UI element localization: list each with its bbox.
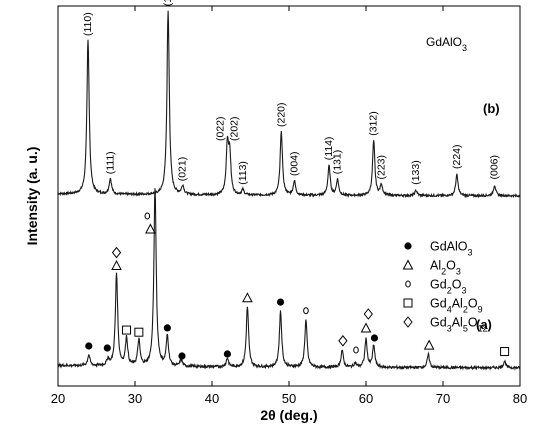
- peak-label-b: (202): [229, 116, 241, 141]
- marker-filled-circle: [85, 342, 93, 350]
- x-axis-title: 2θ (deg.): [260, 407, 317, 423]
- x-tick-label: 30: [128, 391, 142, 406]
- x-tick-label: 80: [513, 391, 527, 406]
- marker-triangle: [423, 339, 435, 350]
- peak-label-b: (224): [451, 144, 463, 169]
- legend-label: Gd3Al5O12: [430, 316, 488, 334]
- peak-label-b: (021): [177, 157, 189, 182]
- marker-filled-circle: [223, 350, 231, 358]
- legend-marker-square: [403, 298, 413, 308]
- legend-marker-open-circle: [405, 280, 411, 288]
- marker-filled-circle: [370, 334, 379, 342]
- peak-label-b: (022): [214, 116, 226, 141]
- marker-filled-circle: [276, 298, 285, 306]
- marker-diamond: [363, 308, 373, 320]
- peak-label-b: (114): [323, 137, 335, 161]
- x-tick-label: 40: [205, 391, 219, 406]
- marker-filled-circle: [178, 352, 186, 360]
- marker-diamond: [338, 334, 348, 347]
- marker-square: [122, 325, 132, 335]
- panel-label-b: (b): [483, 101, 500, 116]
- marker-triangle: [145, 223, 156, 234]
- legend-label: GdAlO3: [430, 240, 473, 258]
- legend-label: Gd4Al2O9: [430, 297, 483, 315]
- x-axis-tick-labels: 20 30 40 50 60 70 80: [51, 391, 527, 406]
- peak-label-b: (111): [104, 151, 116, 174]
- x-tick-label: 60: [359, 391, 373, 406]
- phase-markers: [85, 212, 510, 360]
- x-tick-label: 50: [282, 391, 296, 406]
- legend-marker-filled-circle: [404, 242, 412, 250]
- marker-open-circle: [353, 346, 359, 354]
- peak-label-b: (110): [82, 12, 94, 36]
- marker-triangle: [242, 292, 253, 303]
- marker-open-circle: [144, 212, 151, 220]
- trace-b-gdalo3: [57, 10, 521, 199]
- trace-a-mixed: [57, 188, 521, 371]
- x-axis-ticks: [57, 6, 521, 386]
- peak-label-b: (131): [332, 150, 344, 175]
- peak-label-b: (220): [275, 102, 287, 127]
- marker-open-circle: [303, 307, 309, 315]
- peak-label-b: (006): [489, 155, 501, 180]
- marker-square: [134, 327, 144, 337]
- peak-label-b: (113): [237, 161, 249, 185]
- legend-marker-diamond: [403, 316, 413, 328]
- peak-label-b: (133): [410, 160, 422, 185]
- peak-label-b: (223): [375, 155, 387, 180]
- legend-label: Al2O3: [430, 259, 461, 277]
- panel-label-a: (a): [476, 317, 492, 332]
- legend-label: Gd2O3: [430, 278, 466, 296]
- marker-triangle: [360, 322, 372, 333]
- peak-label-b: (112): [162, 0, 174, 6]
- peak-label-b: (004): [288, 151, 300, 176]
- marker-square: [500, 347, 510, 357]
- peak-label-b: (312): [368, 111, 380, 136]
- peak-labels: (110) (111) (112) (021) (022)(202) (113) (220)…: [82, 0, 501, 185]
- y-axis-title: Intensity (a. u.): [24, 147, 40, 246]
- marker-triangle: [111, 259, 122, 271]
- legend-marker-triangle: [402, 259, 414, 270]
- marker-filled-circle: [163, 324, 171, 332]
- marker-diamond: [111, 246, 122, 259]
- marker-filled-circle: [103, 344, 111, 352]
- x-tick-label: 70: [436, 391, 450, 406]
- x-tick-label: 20: [51, 391, 65, 406]
- traces: [57, 10, 521, 371]
- compound-label-b: GdAlO3: [426, 35, 467, 53]
